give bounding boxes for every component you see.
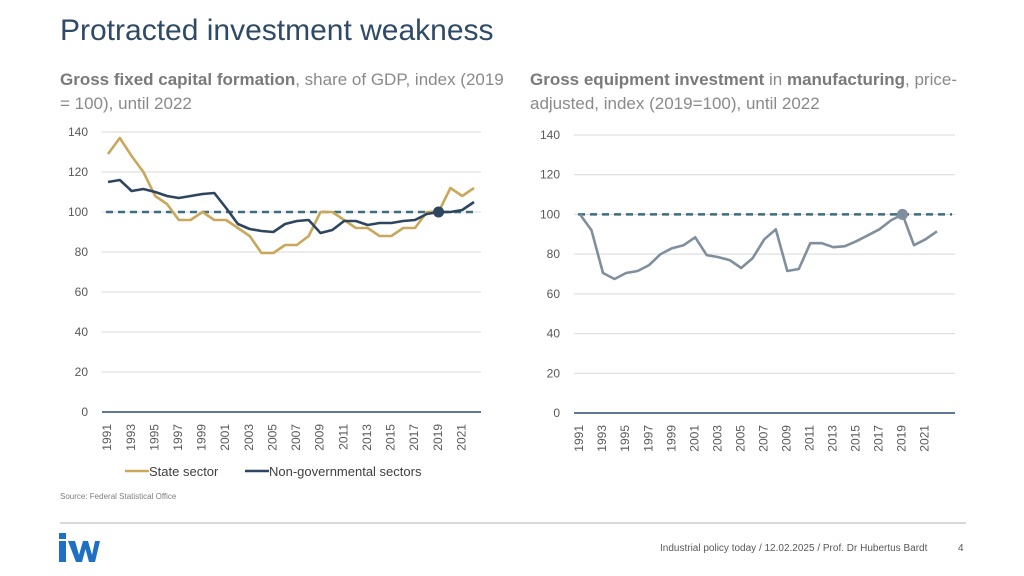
right-x-tick-label: 1991 <box>572 425 586 452</box>
left-x-tick-label: 2001 <box>218 424 232 451</box>
right-series-gross-equipment-investment <box>578 213 938 281</box>
right-subtitle-bold-1: Gross equipment investment <box>530 70 765 89</box>
right-y-tick-label: 120 <box>540 168 560 182</box>
right-y-tick-label: 140 <box>540 128 560 142</box>
right-x-tick-label: 2013 <box>826 425 840 452</box>
right-y-tick-label: 60 <box>547 287 561 301</box>
left-x-tick-label: 1991 <box>100 424 114 451</box>
left-y-tick-label: 100 <box>68 205 88 219</box>
right-subtitle-rest: , price-adjusted, index (2019=100), unti… <box>530 70 957 113</box>
source-note: Source: Federal Statistical Office <box>60 492 177 501</box>
right-x-tick-label: 2017 <box>872 425 886 452</box>
page-title: Protracted investment weakness <box>60 14 494 47</box>
right-x-tick-label: 2005 <box>733 425 747 452</box>
right-x-tick-label: 1997 <box>641 425 655 452</box>
left-chart-subtitle: Gross fixed capital formation, share of … <box>60 68 510 116</box>
left-x-tick-label: 2011 <box>336 424 350 450</box>
left-y-tick-label: 120 <box>68 165 88 179</box>
left-x-tick-label: 2003 <box>242 424 256 451</box>
footer-text: Industrial policy today / 12.02.2025 / P… <box>660 543 928 554</box>
left-y-tick-label: 80 <box>75 245 89 259</box>
right-y-tick-label: 0 <box>553 406 560 420</box>
left-y-tick-label: 0 <box>81 405 88 419</box>
left-x-tick-label: 1993 <box>124 424 138 451</box>
legend-label: Non-governmental sectors <box>269 464 422 479</box>
right-x-tick-label: 2001 <box>687 425 701 452</box>
right-x-tick-label: 2019 <box>895 425 909 452</box>
right-y-tick-label: 40 <box>547 327 561 341</box>
right-x-tick-label: 1999 <box>664 425 678 452</box>
right-x-tick-label: 2011 <box>802 425 816 451</box>
left-y-tick-label: 140 <box>68 125 88 139</box>
right-marker-2019 <box>896 208 908 220</box>
left-x-tick-label: 2019 <box>431 424 445 451</box>
right-y-tick-label: 100 <box>540 207 560 221</box>
left-x-tick-label: 2005 <box>265 424 279 451</box>
left-x-tick-label: 2021 <box>454 424 468 451</box>
right-y-tick-label: 20 <box>547 366 561 380</box>
left-x-tick-label: 2009 <box>313 424 327 451</box>
right-x-tick-label: 2007 <box>756 425 770 452</box>
right-x-tick-label: 1993 <box>595 425 609 452</box>
left-subtitle-bold: Gross fixed capital formation <box>60 70 296 89</box>
right-x-tick-label: 2015 <box>849 425 863 452</box>
right-subtitle-mid: in <box>764 70 787 89</box>
left-y-tick-label: 40 <box>75 325 89 339</box>
left-x-tick-label: 1999 <box>195 424 209 451</box>
right-x-tick-label: 1995 <box>618 425 632 452</box>
left-x-tick-label: 1995 <box>147 424 161 451</box>
left-series-non-governmental-sectors <box>107 178 475 235</box>
page-number: 4 <box>958 543 964 554</box>
right-y-tick-label: 80 <box>547 247 561 261</box>
left-y-tick-label: 20 <box>75 365 89 379</box>
left-subtitle-rest: , share of GDP, index (2019 = 100), unti… <box>60 70 504 113</box>
right-chart-subtitle: Gross equipment investment in manufactur… <box>530 68 970 116</box>
footer-divider <box>60 522 966 524</box>
right-x-tick-label: 2003 <box>710 425 724 452</box>
right-subtitle-bold-2: manufacturing <box>786 70 906 89</box>
right-x-tick-label: 2021 <box>918 425 932 452</box>
left-marker-2019 <box>433 206 445 218</box>
left-series-state-sector <box>106 136 475 255</box>
left-x-tick-label: 2017 <box>407 424 421 451</box>
left-x-tick-label: 2015 <box>384 424 398 451</box>
iw-logo <box>58 533 100 568</box>
iw-logo-icon <box>59 533 100 562</box>
left-x-tick-label: 2007 <box>289 424 303 451</box>
right-x-tick-label: 2009 <box>779 425 793 452</box>
legend-label: State sector <box>149 464 219 479</box>
left-y-tick-label: 60 <box>75 285 89 299</box>
left-x-tick-label: 1997 <box>171 424 185 451</box>
left-x-tick-label: 2013 <box>360 424 374 451</box>
